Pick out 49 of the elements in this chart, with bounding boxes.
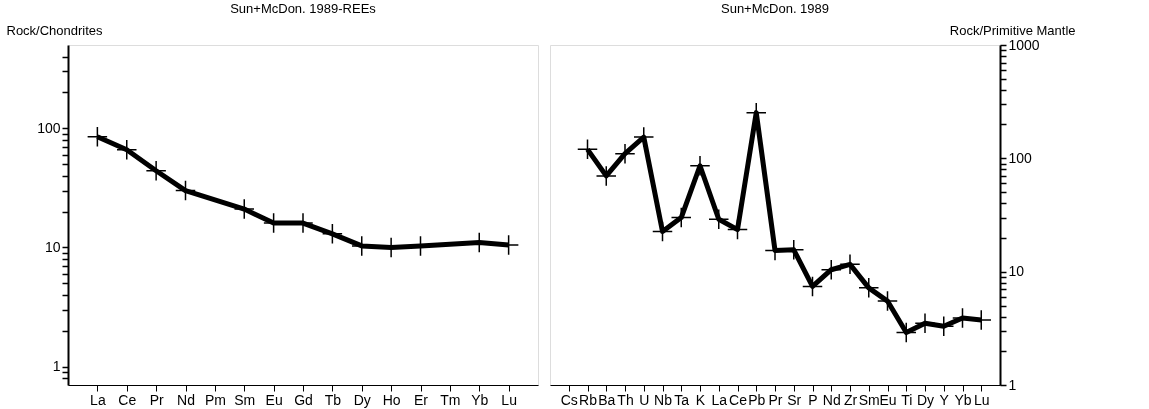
x-tick-label: Rb — [579, 391, 598, 408]
x-tick-label: Ba — [598, 391, 616, 408]
x-tick-label: Nd — [822, 391, 841, 408]
y-axis-title: Rock/Chondrites — [6, 22, 104, 38]
x-tick-label: Lu — [501, 391, 517, 408]
x-tick-label: Ce — [729, 391, 748, 408]
x-tick-label: Eu — [265, 391, 283, 408]
x-tick-label: Y — [939, 391, 950, 408]
x-tick-label: La — [90, 391, 106, 408]
x-tick-label: Pr — [149, 391, 164, 408]
x-tick-label: P — [808, 391, 818, 408]
x-tick-label: Sr — [787, 391, 802, 408]
y-tick-label: 1 — [52, 358, 61, 375]
x-tick-label: U — [639, 391, 650, 408]
y-tick-label: 100 — [37, 119, 61, 136]
y2-tick-label: 1000 — [1008, 36, 1040, 53]
x-tick-label: Ta — [674, 391, 690, 408]
x-tick-label: Tm — [440, 391, 461, 408]
chart-title: Sun+McDon. 1989-REEs — [230, 1, 377, 16]
x-tick-label: K — [695, 391, 706, 408]
x-tick-label: Yb — [471, 391, 489, 408]
x-tick-label: Lu — [973, 391, 990, 408]
x-tick-label: Ce — [118, 391, 137, 408]
y-tick-label: 10 — [44, 238, 61, 255]
x-tick-label: Nd — [177, 391, 195, 408]
x-tick-label: Pm — [204, 391, 226, 408]
x-tick-label: Dy — [353, 391, 371, 408]
x-tick-label: Cs — [560, 391, 578, 408]
x-tick-label: Sm — [858, 391, 880, 408]
x-tick-label: Pr — [768, 391, 783, 408]
x-tick-label: Nb — [654, 391, 673, 408]
x-tick-label: Er — [414, 391, 429, 408]
y2-tick-label: 10 — [1008, 263, 1025, 280]
x-tick-label: Sm — [234, 391, 256, 408]
y2-tick-label: 1 — [1008, 376, 1017, 393]
chart-title: Sun+McDon. 1989 — [720, 1, 830, 16]
x-tick-label: Th — [617, 391, 634, 408]
x-tick-label: Yb — [954, 391, 972, 408]
x-tick-label: Pb — [748, 391, 766, 408]
y2-tick-label: 100 — [1008, 149, 1033, 166]
x-tick-label: Gd — [294, 391, 313, 408]
x-tick-label: Ti — [901, 391, 913, 408]
x-tick-label: Dy — [916, 391, 935, 408]
y2-axis-title: Rock/Primitive Mantle — [949, 22, 1076, 38]
x-tick-label: La — [711, 391, 728, 408]
x-tick-label: Ho — [382, 391, 401, 408]
x-tick-label: Tb — [324, 391, 342, 408]
x-tick-label: Zr — [843, 391, 858, 408]
x-tick-label: Eu — [879, 391, 897, 408]
